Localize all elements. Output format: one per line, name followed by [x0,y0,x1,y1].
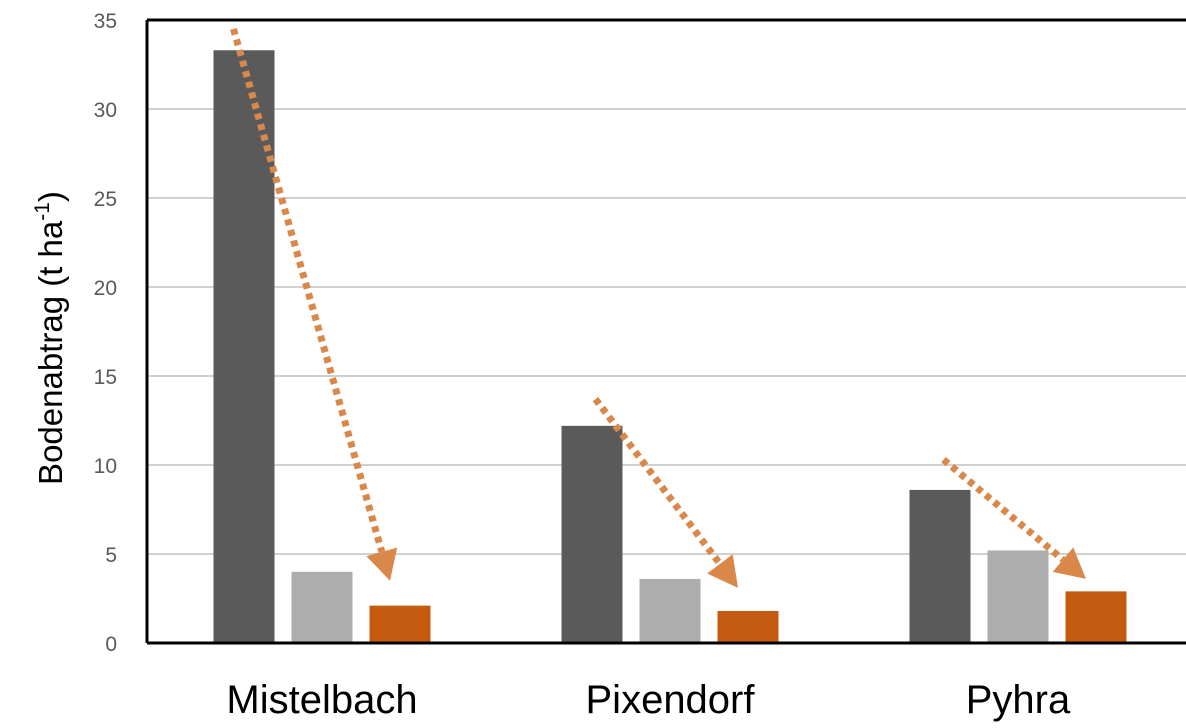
gridlines [147,108,1186,555]
y-axis-title-main: Bodenabtrag (t ha [32,220,69,485]
trend-arrow-head [366,547,398,581]
y-tick-label: 25 [94,188,117,211]
trend-arrow-head [1052,547,1086,579]
y-tick-label: 15 [94,366,117,389]
y-tick-label: 0 [105,633,117,656]
bar-mistelbach-3 [369,605,431,643]
bar-mistelbach-2 [291,571,353,643]
y-axis-title: Bodenabtrag (t ha-1) [31,191,69,485]
bars [213,50,1127,643]
bar-pyhra-1 [909,489,971,643]
svg-text:Bodenabtrag (t ha-1): Bodenabtrag (t ha-1) [31,191,69,485]
bar-pixendorf-3 [717,610,779,643]
bar-pyhra-2 [987,550,1049,643]
bar-pixendorf-2 [639,578,701,643]
y-tick-label: 5 [105,544,117,567]
y-axis-title-exponent: -1 [31,202,54,221]
y-tick-label: 35 [94,10,117,33]
y-tick-label: 20 [94,277,117,300]
y-tick-label: 10 [94,455,117,478]
x-tick-labels: Mistelbach Pixendorf Pyhra [226,678,1071,722]
x-tick-label: Pyhra [966,678,1071,722]
x-tick-label: Pixendorf [586,678,756,722]
bar-pyhra-3 [1065,591,1127,643]
trend-arrow-line [941,456,1066,563]
trend-arrow-line [592,397,723,566]
bar-pixendorf-1 [561,425,623,643]
x-tick-label: Mistelbach [226,678,417,722]
y-tick-labels: 0 5 10 15 20 25 30 35 [94,10,117,656]
y-axis-title-close: ) [32,191,69,202]
trend-arrow-line [230,27,386,553]
axes [145,18,1186,645]
y-tick-label: 30 [94,99,117,122]
trend-arrow-head [707,554,738,588]
trend-arrows [230,27,1086,588]
